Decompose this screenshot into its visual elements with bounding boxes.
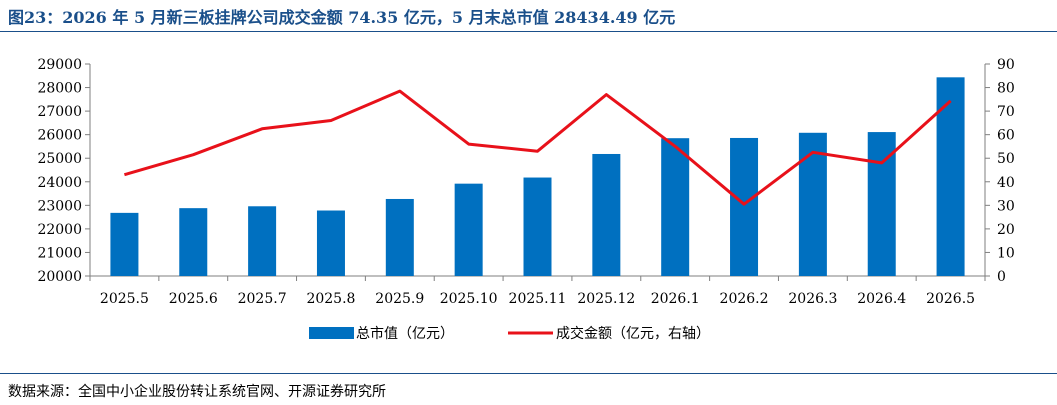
y-left-tick-label: 20000 — [37, 269, 82, 285]
y-left-tick-label: 25000 — [37, 151, 82, 167]
y-left-tick-label: 26000 — [37, 128, 82, 144]
footer-divider — [0, 373, 1057, 374]
bar — [730, 137, 759, 276]
chart-title: 图23：2026 年 5 月新三板挂牌公司成交金额 74.35 亿元，5 月末总… — [8, 8, 676, 27]
legend-line-label: 成交金额（亿元，右轴） — [556, 325, 710, 342]
bar — [936, 77, 965, 277]
x-tick-label: 2026.2 — [720, 291, 769, 307]
bar — [523, 177, 552, 276]
x-tick-label: 2026.4 — [857, 291, 906, 307]
y-left-tick-label: 24000 — [37, 175, 82, 191]
legend-bar-label: 总市值（亿元） — [356, 325, 454, 342]
legend-bar-swatch — [309, 327, 354, 339]
x-tick-label: 2026.1 — [651, 291, 700, 307]
bar — [798, 132, 827, 276]
bar — [179, 208, 208, 276]
y-right-tick-label: 30 — [997, 198, 1015, 214]
y-right-tick-label: 70 — [997, 104, 1015, 120]
title-divider — [0, 31, 1057, 32]
bar — [385, 198, 414, 276]
y-left-tick-label: 29000 — [37, 57, 82, 73]
y-right-tick-label: 20 — [997, 222, 1015, 238]
y-right-tick-label: 0 — [997, 269, 1006, 285]
bar — [661, 138, 690, 276]
y-right-tick-label: 80 — [997, 81, 1015, 97]
y-right-tick-label: 90 — [997, 57, 1015, 73]
x-tick-label: 2025.9 — [375, 291, 424, 307]
bar — [316, 210, 345, 276]
x-tick-label: 2026.3 — [788, 291, 837, 307]
source-note: 数据来源：全国中小企业股份转让系统官网、开源证券研究所 — [8, 384, 386, 400]
y-left-tick-label: 22000 — [37, 222, 82, 238]
x-tick-label: 2025.11 — [509, 291, 567, 307]
y-left-tick-label: 21000 — [37, 245, 82, 261]
x-tick-label: 2026.5 — [926, 291, 975, 307]
x-tick-label: 2025.12 — [577, 291, 635, 307]
y-left-tick-label: 27000 — [37, 104, 82, 120]
y-right-tick-label: 60 — [997, 128, 1015, 144]
x-tick-label: 2025.8 — [306, 291, 355, 307]
x-tick-label: 2025.10 — [440, 291, 498, 307]
y-right-tick-label: 50 — [997, 151, 1015, 167]
y-left-tick-label: 28000 — [37, 81, 82, 97]
x-tick-label: 2025.5 — [100, 291, 149, 307]
x-tick-label: 2025.6 — [169, 291, 218, 307]
legend: 总市值（亿元） 成交金额（亿元，右轴） — [309, 325, 710, 342]
y-right-tick-label: 10 — [997, 245, 1015, 261]
x-tick-label: 2025.7 — [238, 291, 287, 307]
bar — [592, 153, 621, 276]
plot-area: 20000 21000 22000 23000 24000 25000 26000 27000… — [37, 57, 1014, 307]
bar — [110, 212, 139, 276]
bar — [454, 183, 483, 276]
y-right-tick-label: 40 — [997, 175, 1015, 191]
bar — [248, 206, 277, 276]
y-left-tick-label: 23000 — [37, 198, 82, 214]
